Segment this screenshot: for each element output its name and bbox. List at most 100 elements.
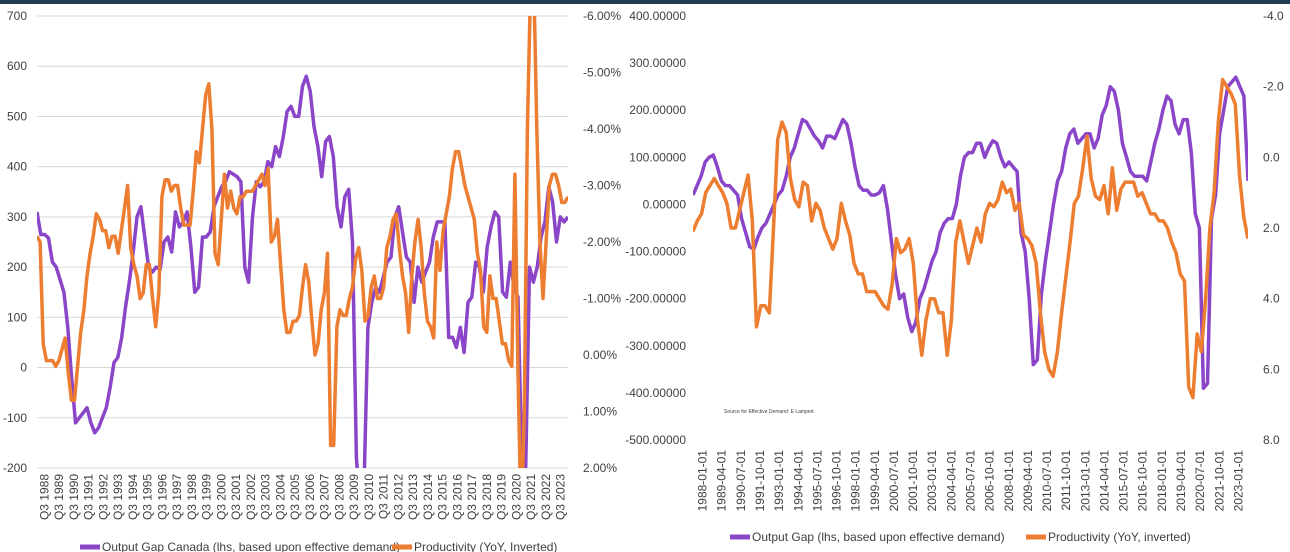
y-left-tick-label: 600	[7, 59, 27, 73]
x-tick-label: Q3 2002	[244, 474, 258, 520]
x-tick-label: Q3 2014	[421, 474, 435, 520]
y-right-tick-label: 2.00%	[583, 461, 617, 475]
x-tick-label: 2019-04-01	[1174, 450, 1188, 512]
x-tick-label: 2016-10-01	[1136, 450, 1150, 512]
legend-label-output-gap: Output Gap Canada (lhs, based upon effec…	[102, 540, 400, 552]
y-right-tick-label: -5.00%	[583, 66, 621, 80]
x-tick-label: 2005-07-01	[964, 450, 978, 512]
y-left-tick-label: 400	[7, 160, 27, 174]
x-tick-label: Q3 2010	[362, 474, 376, 520]
x-tick-label: 1994-04-01	[791, 450, 805, 512]
x-tick-label: Q3 1996	[155, 474, 169, 520]
y-right-tick-label: -4.0	[1263, 9, 1284, 23]
x-tick-label: Q3 2007	[318, 474, 332, 520]
x-tick-label: Q3 2015	[436, 474, 450, 520]
x-tick-label: 1996-10-01	[830, 450, 844, 512]
y-right-tick-label: 6.0	[1263, 362, 1280, 376]
x-tick-label: 2001-10-01	[906, 450, 920, 512]
x-tick-label: Q3 2022	[539, 474, 553, 520]
x-tick-label: Q3 2003	[259, 474, 273, 520]
x-tick-label: 2004-04-01	[944, 450, 958, 512]
x-tick-label: 1995-07-01	[810, 450, 824, 512]
x-tick-label: 2010-07-01	[1040, 450, 1054, 512]
legend-label-output-gap: Output Gap (lhs, based upon effective de…	[752, 530, 1005, 544]
x-tick-label: 2014-04-01	[1097, 450, 1111, 512]
x-tick-label: 2018-01-01	[1155, 450, 1169, 512]
legend-label-productivity: Productivity (YoY, inverted)	[1048, 530, 1191, 544]
x-tick-label: 2015-07-01	[1117, 450, 1131, 512]
x-tick-label: Q3 2005	[288, 474, 302, 520]
y-right-tick-label: 0.0	[1263, 150, 1280, 164]
y-right-tick-label: -2.0	[1263, 80, 1284, 94]
y-left-tick-label: 300	[7, 210, 27, 224]
chart-left-output-gap-canada: 700 600 500 400 300 200 100 0 -100 -200 -6.00% -5.…	[3, 9, 621, 552]
series-lines	[693, 75, 1248, 400]
output-gap-line	[693, 75, 1248, 390]
x-tick-label: Q3 2018	[480, 474, 494, 520]
x-axis-ticks: Q3 1988 Q3 1989 Q3 1990 Q3 1991 Q3 1992 Q3 19…	[37, 474, 567, 520]
x-tick-label: Q3 1991	[82, 474, 96, 520]
x-tick-label: 1988-01-01	[696, 450, 710, 512]
x-tick-label: Q3 2006	[303, 474, 317, 520]
x-tick-label: 2011-10-01	[1059, 450, 1073, 511]
x-tick-label: Q3 2001	[229, 474, 243, 520]
x-tick-label: Q3 1992	[96, 474, 110, 520]
right-axis-ticks: -6.00% -5.00% -4.00% -3.00% -2.00% -1.00% 0.00…	[583, 9, 621, 475]
legend-label-productivity: Productivity (YoY, Inverted)	[414, 540, 557, 552]
y-right-tick-label: 1.00%	[583, 405, 617, 419]
x-tick-label: 1990-07-01	[734, 450, 748, 512]
y-right-tick-label: 2.0	[1263, 221, 1280, 235]
y-left-tick-label: 500	[7, 109, 27, 123]
x-tick-label: Q3 2004	[273, 474, 287, 520]
x-tick-label: Q3 2021	[524, 474, 538, 520]
x-tick-label: 2023-01-01	[1231, 450, 1245, 512]
left-axis-ticks: 700 600 500 400 300 200 100 0 -100 -200	[3, 9, 27, 475]
productivity-line	[37, 16, 568, 468]
legend: Output Gap Canada (lhs, based upon effec…	[80, 540, 557, 552]
y-right-tick-label: -3.00%	[583, 179, 621, 193]
y-right-tick-label: 4.0	[1263, 292, 1280, 306]
x-tick-label: Q3 2020	[509, 474, 523, 520]
y-right-tick-label: -1.00%	[583, 292, 621, 306]
x-tick-label: 2006-10-01	[983, 450, 997, 512]
x-tick-label: 2013-01-01	[1078, 450, 1092, 512]
x-tick-label: Q3 1995	[141, 474, 155, 520]
y-right-tick-label: 8.0	[1263, 433, 1280, 447]
y-right-tick-label: -6.00%	[583, 9, 621, 23]
y-left-tick-label: 100	[7, 310, 27, 324]
x-tick-label: Q3 1999	[200, 474, 214, 520]
x-tick-label: Q3 2013	[406, 474, 420, 520]
y-left-tick-label: 700	[7, 9, 27, 23]
x-tick-label: 2008-01-01	[1002, 450, 1016, 512]
x-tick-label: 1998-01-01	[849, 450, 863, 512]
x-tick-label: Q3 1994	[126, 474, 140, 520]
x-tick-label: 2009-04-01	[1021, 450, 1035, 512]
y-right-tick-label: -4.00%	[583, 122, 621, 136]
source-note: Source for Effective Demand: E Lampert	[724, 409, 814, 415]
y-left-tick-label: -100	[3, 411, 27, 425]
legend: Output Gap (lhs, based upon effective de…	[730, 530, 1191, 544]
x-tick-label: Q3 1988	[37, 474, 51, 520]
x-tick-label: Q3 1989	[52, 474, 66, 520]
y-right-tick-label: -2.00%	[583, 235, 621, 249]
top-border-bar	[0, 0, 1290, 4]
x-tick-label: Q3 2019	[495, 474, 509, 520]
x-tick-label: Q3 1998	[185, 474, 199, 520]
x-tick-label: 1991-10-01	[753, 450, 767, 512]
x-tick-label: Q3 2008	[332, 474, 346, 520]
x-tick-label: Q3 2023	[554, 474, 568, 520]
y-left-tick-label: 0	[20, 361, 27, 375]
x-tick-label: 2021-10-01	[1212, 450, 1226, 512]
x-tick-label: 1989-04-01	[715, 450, 729, 512]
x-tick-label: 2000-07-01	[887, 450, 901, 512]
x-tick-label: Q3 2016	[450, 474, 464, 520]
x-tick-label: 1993-01-01	[772, 450, 786, 512]
x-tick-label: Q3 2012	[391, 474, 405, 520]
x-tick-label: 2020-07-01	[1193, 450, 1207, 512]
x-axis-ticks: 1988-01-01 1989-04-01 1990-07-01 1991-10-01…	[696, 450, 1246, 512]
series-lines	[37, 16, 568, 468]
y-left-tick-label: 0.00000	[643, 197, 687, 211]
x-tick-label: Q3 2009	[347, 474, 361, 520]
x-tick-label: Q3 1990	[67, 474, 81, 520]
right-axis-ticks: -4.0 -2.0 0.0 2.0 4.0 6.0 8.0	[1263, 9, 1284, 447]
